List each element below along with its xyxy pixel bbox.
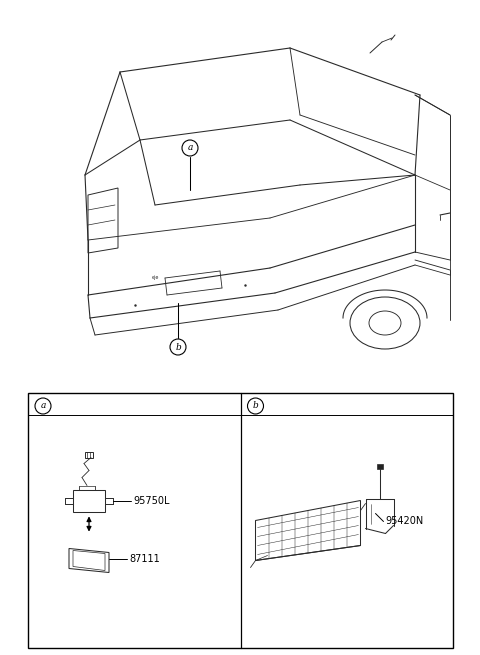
Bar: [85, 451, 93, 457]
Circle shape: [35, 398, 51, 414]
Bar: [376, 464, 383, 468]
Text: a: a: [40, 402, 46, 411]
Text: b: b: [175, 343, 181, 352]
Text: 95750L: 95750L: [133, 495, 169, 506]
Bar: [28, 393, 453, 648]
Text: 87111: 87111: [129, 553, 160, 563]
Bar: [73, 489, 105, 512]
Circle shape: [170, 339, 186, 355]
Text: a: a: [187, 143, 192, 153]
Text: b: b: [252, 402, 258, 411]
Circle shape: [182, 140, 198, 156]
Text: eje: eje: [151, 276, 159, 280]
Circle shape: [248, 398, 264, 414]
Text: 95420N: 95420N: [385, 517, 424, 527]
